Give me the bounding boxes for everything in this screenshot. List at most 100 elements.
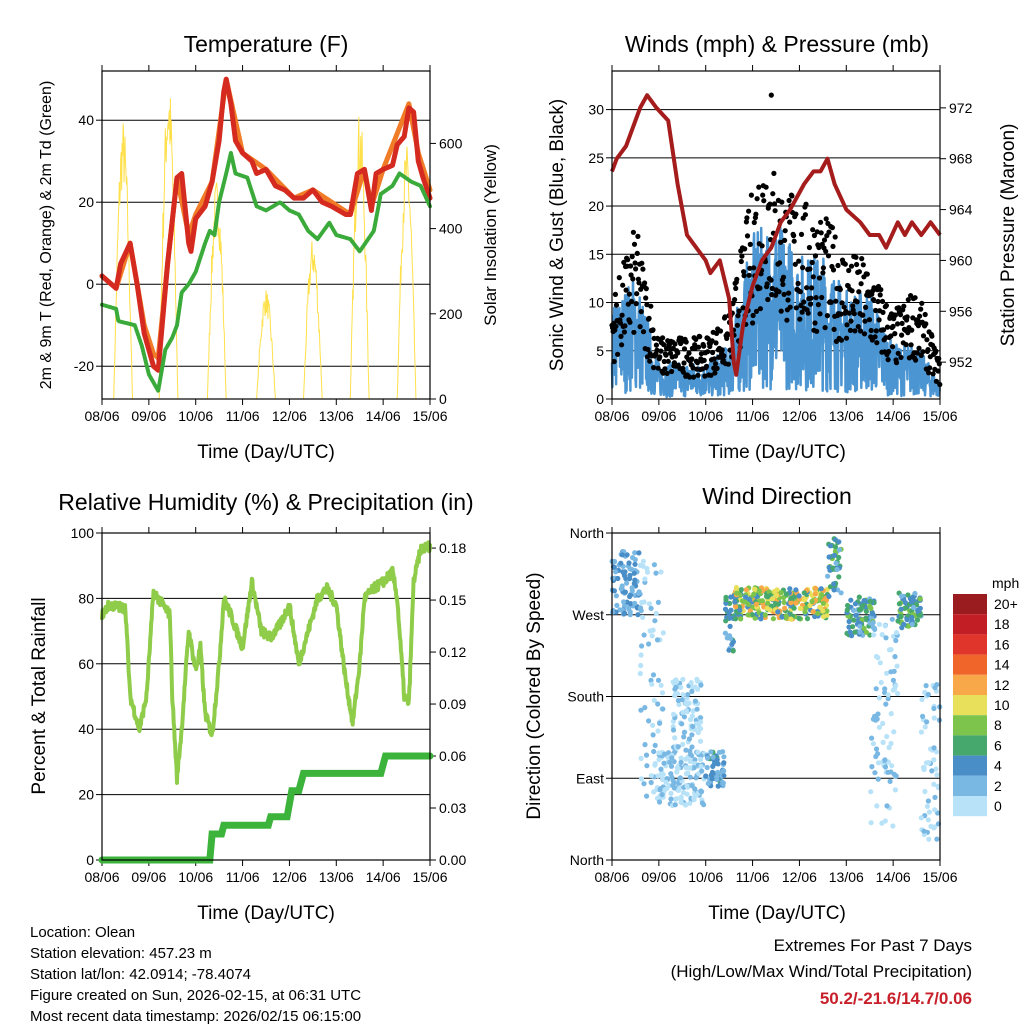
direction-point	[696, 721, 702, 727]
direction-point	[692, 698, 699, 704]
gust-point	[743, 219, 750, 225]
direction-point	[678, 799, 684, 806]
temperature-xtick-label: 14/06	[366, 408, 401, 424]
direction-point	[867, 603, 873, 609]
gust-point	[680, 369, 687, 375]
gust-point	[823, 216, 829, 222]
direction-point	[867, 598, 873, 604]
gust-point	[636, 280, 642, 286]
direction-point	[662, 787, 668, 793]
gust-point	[753, 211, 759, 217]
gust-point	[879, 298, 886, 304]
gust-point	[913, 357, 919, 363]
gust-point	[709, 338, 715, 344]
gust-point	[846, 267, 852, 274]
direction-point	[871, 625, 878, 631]
direction-point	[684, 783, 690, 789]
gust-point	[825, 253, 832, 259]
direction-point	[703, 773, 709, 779]
temperature-ylabel-right: Solar Insolation (Yellow)	[481, 144, 500, 326]
gust-point	[816, 244, 822, 251]
direction-point	[708, 772, 714, 778]
direction-point	[635, 612, 641, 618]
winds-ytick-label: 25	[588, 150, 604, 166]
direction-point	[622, 569, 628, 575]
gust-point	[846, 310, 852, 316]
gust-point	[654, 347, 660, 353]
direction-point	[663, 779, 669, 785]
gust-point	[830, 243, 836, 249]
direction-point	[910, 604, 917, 611]
winds-xlabel: Time (Day/UTC)	[708, 442, 846, 463]
gust-point	[681, 346, 688, 352]
gust-point	[719, 347, 725, 353]
direction-point	[698, 756, 704, 763]
direction-point	[932, 807, 938, 813]
gust-point	[908, 342, 914, 348]
direction-point	[685, 692, 691, 698]
gust-point	[640, 329, 647, 335]
direction-point	[646, 601, 653, 607]
gust-point	[839, 300, 845, 306]
direction-point	[672, 802, 678, 808]
gust-point	[809, 285, 815, 291]
direction-point	[619, 552, 625, 558]
direction-point	[737, 607, 743, 613]
direction-point	[671, 785, 678, 791]
direction-point	[901, 621, 907, 627]
direction-point	[695, 749, 701, 755]
gust-point	[630, 276, 636, 282]
direction-point	[762, 612, 768, 618]
direction-ytick-label: North	[570, 852, 604, 868]
gust-point	[734, 276, 740, 282]
humidity-xtick-label: 10/06	[178, 869, 213, 885]
direction-point	[918, 729, 925, 735]
legend-swatch	[953, 735, 987, 756]
gust-point	[926, 370, 932, 376]
winds-ytick-label: 15	[588, 246, 604, 262]
gust-point	[811, 232, 818, 239]
legend-label: 8	[994, 717, 1002, 733]
gust-point	[634, 250, 640, 256]
gust-point	[746, 272, 752, 278]
gust-point	[824, 313, 831, 319]
direction-point	[861, 625, 867, 631]
gust-point	[866, 317, 873, 323]
direction-point	[611, 564, 617, 571]
gust-point	[843, 335, 850, 341]
direction-point	[672, 735, 678, 741]
direction-point	[807, 602, 813, 609]
gust-point	[829, 225, 836, 231]
gust-point	[773, 292, 779, 298]
direction-point	[689, 713, 696, 719]
gust-point	[701, 343, 707, 349]
direction-ytick-label: South	[567, 689, 604, 705]
direction-point	[850, 624, 856, 630]
direction-point	[640, 558, 647, 564]
direction-point	[832, 548, 839, 554]
gust-point	[732, 297, 738, 303]
winds-xtick-label: 12/06	[782, 408, 817, 424]
gust-point	[638, 309, 644, 315]
direction-point	[681, 734, 687, 740]
dewpoint-2m-line	[100, 151, 432, 393]
gust-point	[765, 296, 771, 303]
direction-point	[870, 611, 876, 617]
gust-point	[712, 361, 719, 367]
speed-legend: mph 20+ 18 16 14 12 10 8 6 4 2 0	[953, 575, 1019, 817]
direction-point	[672, 693, 678, 699]
gust-point	[814, 328, 820, 334]
gust-point	[772, 208, 778, 214]
gust-point	[750, 312, 756, 319]
direction-point	[891, 771, 897, 777]
gust-point	[708, 372, 714, 378]
gust-point	[905, 297, 911, 303]
legend-label: 6	[994, 737, 1002, 753]
winds-ytick-right-label: 956	[949, 303, 973, 319]
direction-point	[695, 686, 701, 692]
direction-point	[745, 612, 751, 618]
humidity-xtick-label: 15/06	[412, 869, 447, 885]
direction-point	[912, 590, 918, 597]
gust-point	[695, 372, 701, 378]
gust-point	[748, 192, 755, 198]
